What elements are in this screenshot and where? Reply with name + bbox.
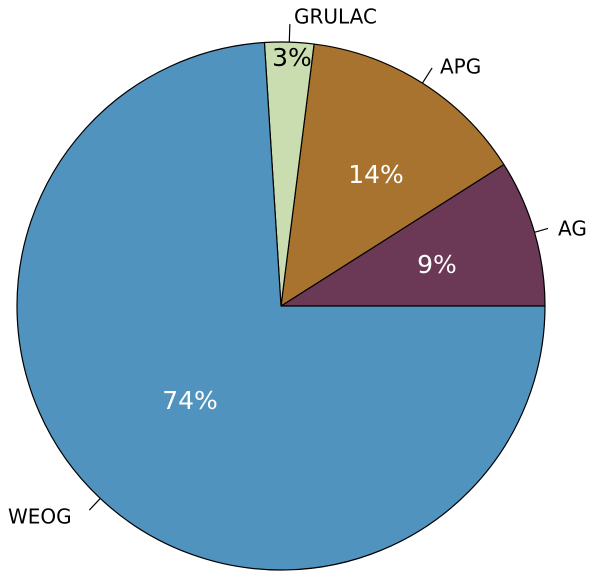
percent-label-apg: 14% (348, 160, 404, 189)
category-label-grulac: GRULAC (294, 5, 377, 29)
category-label-apg: APG (440, 55, 481, 79)
percent-label-grulac: 3% (272, 43, 312, 72)
leader-lines (88, 24, 549, 511)
leader-line-apg (421, 67, 433, 84)
percent-label-ag: 9% (417, 250, 457, 279)
percent-labels: 9% 14% 3% 74% (162, 43, 457, 415)
category-label-weog: WEOG (8, 505, 72, 529)
category-label-ag: AG (558, 217, 587, 241)
leader-line-grulac (288, 24, 291, 43)
leader-line-weog (88, 498, 101, 511)
percent-label-weog: 74% (162, 386, 218, 415)
pie-slice-ag (280, 163, 546, 307)
pie-slice-weog (16, 41, 546, 571)
leader-line-ag (534, 227, 549, 233)
category-labels: AG APG GRULAC WEOG (8, 5, 587, 529)
pie-slices (16, 41, 546, 571)
